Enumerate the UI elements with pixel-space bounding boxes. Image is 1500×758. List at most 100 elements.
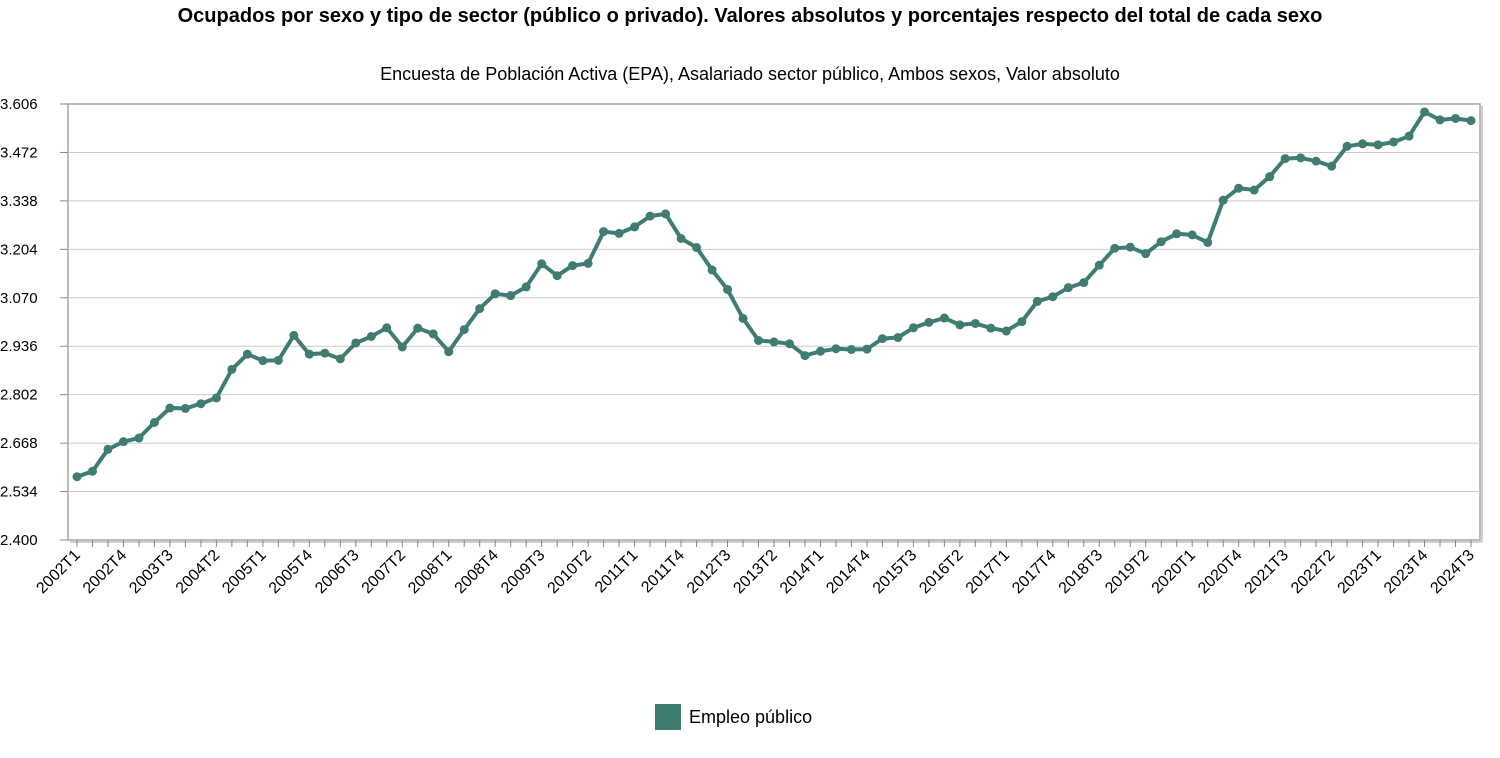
data-point [645, 211, 655, 221]
data-point [754, 335, 764, 345]
data-point [1187, 230, 1197, 240]
data-point [1203, 237, 1213, 247]
data-point [893, 333, 903, 343]
y-tick-label: 3.606 [0, 96, 38, 113]
legend-swatch [655, 704, 681, 730]
y-tick-label: 3.472 [0, 144, 38, 161]
data-point [1280, 154, 1290, 164]
data-point [490, 289, 500, 299]
x-tick-label: 2020T4 [1195, 547, 1245, 597]
data-point [289, 330, 299, 340]
data-point [1358, 139, 1368, 149]
data-point [986, 323, 996, 333]
data-point [413, 323, 423, 333]
x-tick-label: 2023T1 [1335, 547, 1385, 597]
x-tick-label: 2024T3 [1427, 547, 1477, 597]
data-point [1125, 242, 1135, 252]
data-point [180, 403, 190, 413]
grid-lines [67, 103, 1483, 543]
data-point [335, 354, 345, 364]
series-points-layer [72, 107, 1476, 482]
data-point [630, 222, 640, 232]
y-tick-label: 3.204 [0, 241, 38, 258]
line-chart: 3.606 3.472 3.338 3.204 3.070 2.936 2.802 2.668… [0, 96, 1483, 597]
x-tick-label: 2004T2 [173, 547, 223, 597]
x-tick-label: 2003T3 [126, 547, 176, 597]
data-point [661, 209, 671, 219]
data-point [1048, 292, 1058, 302]
data-point [1373, 140, 1383, 150]
x-tick-label: 2007T2 [359, 547, 409, 597]
x-tick-label: 2010T2 [545, 547, 595, 597]
data-point [428, 329, 438, 339]
data-point [475, 304, 485, 314]
x-tick-label: 2002T1 [33, 547, 83, 597]
x-tick-label: 2015T3 [870, 547, 920, 597]
data-point [273, 355, 283, 365]
data-point [242, 349, 252, 359]
data-point [1172, 229, 1182, 239]
series-line-layer [75, 110, 1473, 479]
data-point [1327, 161, 1337, 171]
x-tick-label: 2012T3 [684, 547, 734, 597]
data-point [723, 284, 733, 294]
y-tick-label: 2.802 [0, 387, 38, 404]
data-point [614, 228, 624, 238]
data-point [738, 313, 748, 323]
x-tick-label: 2017T1 [963, 547, 1013, 597]
data-point [1404, 131, 1414, 141]
data-point [769, 337, 779, 347]
y-tick-label: 3.070 [0, 290, 38, 307]
data-point [676, 233, 686, 243]
data-point [1234, 183, 1244, 193]
data-point [320, 348, 330, 358]
data-point [87, 466, 97, 476]
x-tick-label: 2002T4 [80, 547, 130, 597]
data-point [211, 393, 221, 403]
data-point [846, 344, 856, 354]
data-point [1265, 172, 1275, 182]
x-tick-label: 2020T1 [1149, 547, 1199, 597]
data-point [444, 347, 454, 357]
legend-label: Empleo público [689, 706, 813, 727]
data-point [970, 318, 980, 328]
data-point [397, 342, 407, 352]
y-tick-label: 2.400 [0, 532, 38, 549]
x-tick-label: 2022T2 [1288, 547, 1338, 597]
x-tick-label: 2014T1 [777, 547, 827, 597]
data-point [165, 403, 175, 413]
data-point [196, 399, 206, 409]
data-point [955, 320, 965, 330]
x-tick-label: 2005T1 [219, 547, 269, 597]
data-point [118, 437, 128, 447]
data-point [72, 472, 82, 482]
data-point [1451, 113, 1461, 123]
data-point [583, 258, 593, 268]
data-point [568, 261, 578, 271]
legend[interactable]: Empleo público [655, 704, 812, 730]
data-point [459, 325, 469, 335]
data-point [1017, 317, 1027, 327]
data-point [1063, 283, 1073, 293]
data-point [1389, 137, 1399, 147]
data-point [1001, 326, 1011, 336]
x-tick-label: 2008T1 [405, 547, 455, 597]
y-tick-label: 2.668 [0, 435, 38, 452]
x-tick-label: 2011T1 [592, 547, 642, 597]
x-tick-label: 2016T2 [916, 547, 966, 597]
data-point [1094, 260, 1104, 270]
y-tick-label: 2.534 [0, 484, 38, 501]
data-point [784, 339, 794, 349]
data-point [1156, 237, 1166, 247]
data-point [1466, 116, 1476, 126]
data-point [831, 344, 841, 354]
data-point [1032, 296, 1042, 306]
data-point [908, 323, 918, 333]
y-axis-ticks: 3.606 3.472 3.338 3.204 3.070 2.936 2.802 2.668… [0, 96, 68, 549]
y-tick-label: 2.936 [0, 338, 38, 355]
x-tick-label: 2013T2 [730, 547, 780, 597]
data-point [382, 323, 392, 333]
x-tick-label: 2009T3 [498, 547, 548, 597]
data-point [227, 364, 237, 374]
data-point [521, 282, 531, 292]
